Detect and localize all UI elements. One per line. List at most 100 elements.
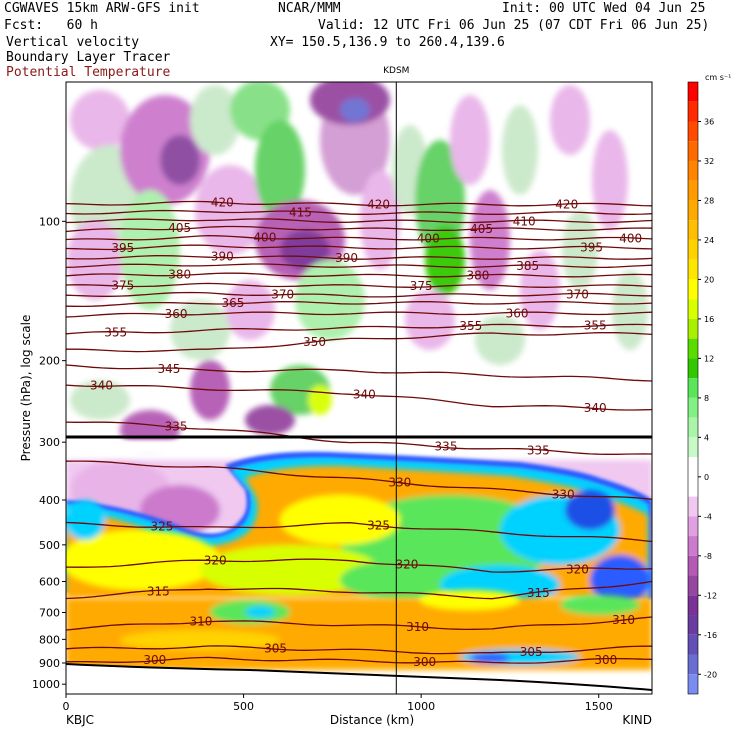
field-potential-temperature: Potential Temperature [6,65,171,80]
colorbar-swatch [688,160,698,181]
isentrope-label: 340 [584,401,607,415]
isentrope-320 [66,558,652,573]
cross-section-endpoints: XY= 150.5,136.9 to 260.4,139.6 [270,35,505,50]
isentrope-label: 405 [470,222,493,236]
colorbar-swatch [688,536,698,556]
isentrope-label: 325 [150,520,173,534]
isentrope-label: 405 [168,221,191,235]
isentrope-label: 355 [459,319,482,333]
y-tick-label: 300 [39,436,60,449]
isentrope-label: 335 [435,440,458,454]
isentrope-325 [66,521,652,543]
isentrope-label: 320 [395,558,418,572]
isentrope-label: 415 [289,205,312,219]
colorbar-swatch [688,397,698,418]
colorbar-label: 0 [704,473,709,482]
y-tick-label: 500 [39,539,60,552]
colorbar-swatch [688,259,698,280]
colorbar-label: 32 [704,157,714,166]
colorbar-label: 20 [704,275,714,284]
colorbar-swatch [688,595,698,616]
isentrope-label: 420 [211,196,234,210]
colorbar-label: 12 [704,354,714,363]
colorbar-label: 28 [704,196,714,205]
colorbar-label: 8 [704,394,709,403]
colorbar-swatch [688,338,698,359]
x-tick-label: 1500 [585,700,613,713]
isentrope-335 [66,421,652,455]
isentrope-385 [66,263,652,269]
isentrope-label: 365 [221,296,244,310]
x-tick-label: 0 [63,700,70,713]
colorbar-swatch [688,378,698,398]
colorbar-label: 4 [704,433,709,442]
isentrope-lines [66,200,652,664]
x-tick-label: 500 [233,700,254,713]
isentrope-330 [66,460,652,500]
y-tick-label: 600 [39,576,60,589]
isentrope-310 [66,616,652,631]
colorbar-swatch [688,615,698,635]
isentrope-350 [66,331,652,353]
isentrope-label: 305 [520,645,543,659]
y-tick-label: 700 [39,606,60,619]
isentrope-315 [66,580,652,600]
valid-time: Valid: 12 UTC Fri 06 Jun 25 (07 CDT Fri … [318,18,710,33]
plot-frame [65,81,653,695]
isentrope-label: 420 [555,198,578,212]
model-title: CGWAVES 15km ARW-GFS init [4,1,200,16]
isentrope-labels: 300 300 300 305 305 310 310 310 315 315 320 320 320 3… [90,196,642,669]
isentrope-300 [66,656,652,664]
colorbar-swatch [688,555,698,576]
isentrope-label: 335 [165,420,188,434]
isentrope-label: 305 [264,641,287,655]
isentrope-370 [66,291,652,298]
y-tick-label: 800 [39,633,60,646]
isentrope-label: 300 [413,655,436,669]
y-tick-label: 200 [39,355,60,368]
isentrope-380 [66,272,652,278]
center-label: NCAR/MMM [278,1,341,16]
y-axis: 100 200 300 400 500 600 700 800 900 1000 [32,215,66,691]
isentrope-label: 370 [271,288,294,302]
isentrope-345 [66,364,652,382]
isentrope-395 [66,244,652,251]
y-tick-label: 1000 [32,678,60,691]
isentrope-label: 385 [516,259,539,273]
forecast-hour: Fcst: 60 h [4,18,98,33]
isentrope-label: 300 [143,653,166,667]
colorbar-frame [687,81,699,695]
colorbar-swatch [688,674,698,694]
colorbar-swatch [688,101,698,122]
colorbar-swatch [688,141,698,161]
isentrope-label: 390 [335,251,358,265]
colorbar: 36 32 28 24 20 16 12 8 4 0 -4 -8 -12 -16 -20 [687,81,717,695]
isentrope-label: 395 [580,241,603,255]
isentrope-label: 320 [204,553,227,567]
isentrope-label: 300 [594,653,617,667]
colorbar-swatch [688,121,698,142]
isentrope-415 [66,209,652,215]
colorbar-swatch [688,457,698,477]
colorbar-label: -20 [704,670,717,679]
isentrope-label: 355 [584,319,607,333]
colorbar-swatch [688,417,698,438]
isentrope-label: 375 [111,278,134,292]
isentrope-label: 355 [104,326,127,340]
colorbar-swatch [688,575,698,596]
isentrope-405 [66,225,652,233]
x-tick-label: 1000 [407,700,435,713]
isentrope-label: 335 [527,444,550,458]
isentrope-label: 310 [406,620,429,634]
y-tick-label: 100 [39,215,60,228]
colorbar-label: -12 [704,591,717,600]
isentrope-355 [66,323,652,335]
isentrope-400 [66,234,652,241]
isentrope-label: 320 [566,562,589,576]
isentrope-label: 340 [353,387,376,401]
isentrope-305 [66,645,652,655]
colorbar-swatch [688,180,698,201]
colorbar-swatch [688,516,698,537]
field-vertical-velocity: Vertical velocity [6,35,140,50]
isentrope-label: 310 [612,613,635,627]
